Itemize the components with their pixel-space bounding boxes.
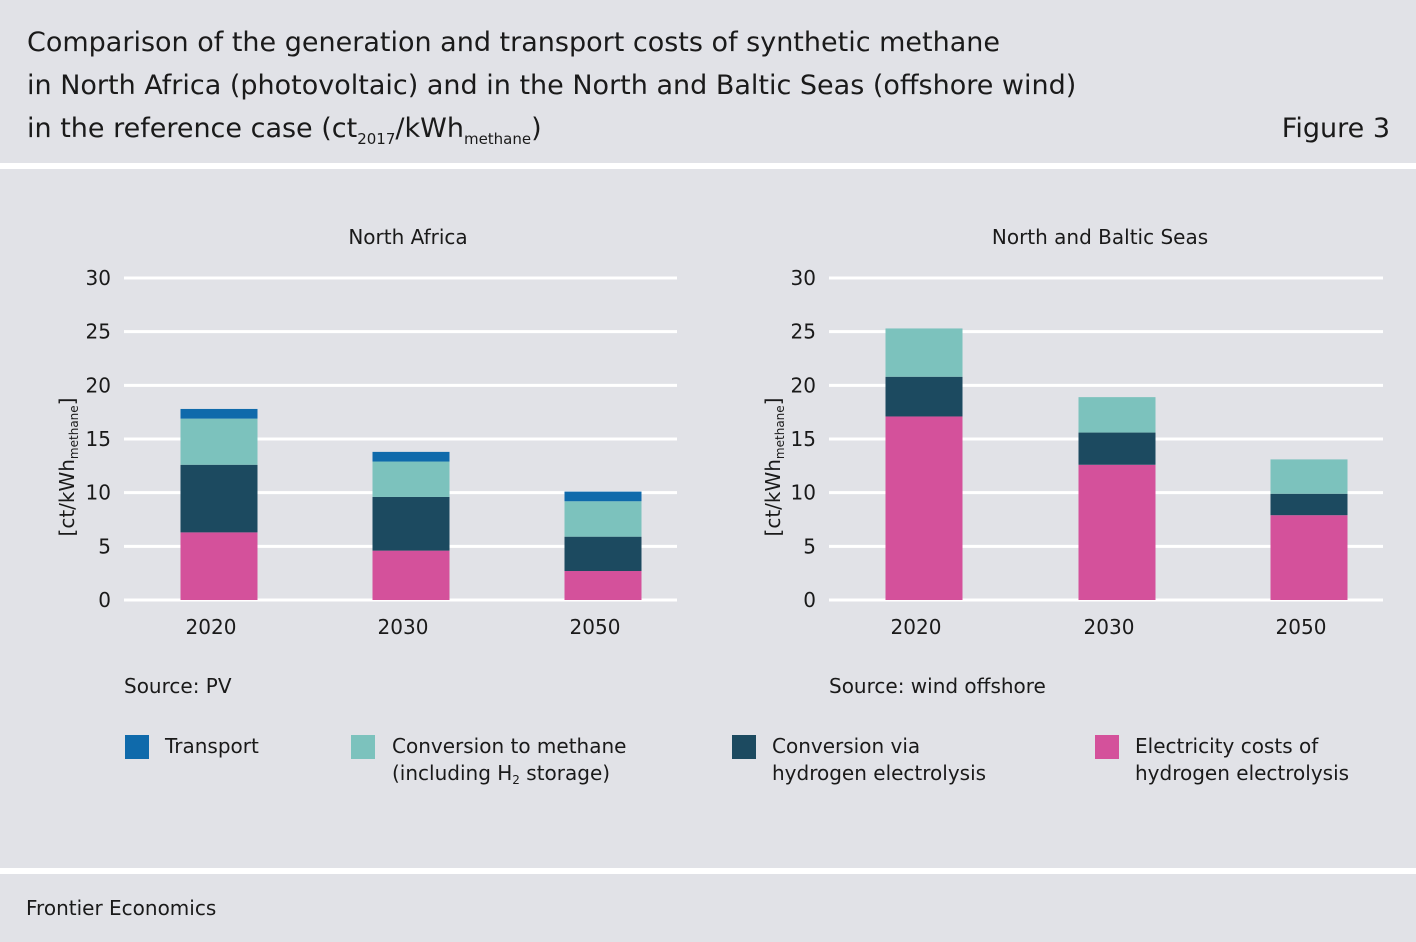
bar-segment-transport [180, 408, 258, 419]
title-line-3-post: ) [531, 113, 542, 144]
legend-line-2-post: storage) [519, 761, 611, 785]
legend-line-1: Conversion via [772, 734, 921, 758]
title-sub-methane: methane [463, 130, 532, 148]
bar-segment-conversion-methane [372, 461, 450, 497]
y-tick-label: 20 [86, 373, 111, 397]
title-line-3: in the reference case (ct2017/kWhmethane… [27, 112, 542, 148]
x-tick-label: 2020 [186, 615, 237, 639]
y-tick-label: 0 [98, 588, 111, 612]
legend-sub-2: 2 [512, 773, 520, 787]
legend-swatch-transport [125, 735, 149, 759]
x-tick-label: 2050 [1276, 615, 1327, 639]
legend-line-1: Conversion to methane [392, 734, 627, 758]
bar-segment-conversion-methane [1078, 397, 1156, 433]
bar-segment-electricity [1078, 464, 1156, 600]
bar-segment-electricity [372, 550, 450, 600]
bar-segment-transport [564, 491, 642, 502]
bar-segment-conversion-hydrogen [1270, 493, 1348, 516]
bar-segment-electricity [885, 416, 963, 600]
y-tick-label: 10 [86, 481, 111, 505]
bar-segment-electricity [180, 532, 258, 600]
x-tick-label: 2030 [378, 615, 429, 639]
y-tick-label: 25 [791, 320, 816, 344]
figure-header: Comparison of the generation and transpo… [0, 0, 1416, 163]
chart-title-north-baltic: North and Baltic Seas [991, 225, 1209, 249]
y-tick-label: 30 [86, 266, 111, 290]
y-tick-label: 5 [98, 534, 111, 558]
footer-divider [0, 868, 1416, 874]
y-tick-label: 30 [791, 266, 816, 290]
y-tick-label: 15 [791, 427, 816, 451]
footer-source: Frontier Economics [26, 896, 217, 920]
bar-segment-conversion-hydrogen [885, 376, 963, 417]
legend-line-2-pre: (including H [392, 761, 513, 785]
legend-label-conversion-methane: Conversion to methane (including H2 stor… [392, 733, 626, 787]
title-line-3-mid: /kWh [395, 113, 464, 144]
legend-line-2: hydrogen electrolysis [772, 761, 987, 785]
bar-segment-conversion-hydrogen [372, 496, 450, 551]
bar-segment-conversion-methane [1270, 459, 1348, 494]
legend-line-2: hydrogen electrolysis [1135, 761, 1350, 785]
bar-segment-conversion-methane [564, 501, 642, 537]
title-line-2: in North Africa (photovoltaic) and in th… [27, 70, 1077, 101]
bar-segment-conversion-hydrogen [564, 536, 642, 572]
y-tick-label: 10 [791, 481, 816, 505]
y-tick-label: 15 [86, 427, 111, 451]
y-tick-label: 5 [803, 534, 816, 558]
x-tick-label: 2050 [570, 615, 621, 639]
legend-label-transport: Transport [165, 734, 259, 758]
bar-segment-conversion-methane [180, 418, 258, 465]
bar-segment-conversion-hydrogen [1078, 432, 1156, 465]
y-tick-label: 25 [86, 320, 111, 344]
legend-swatch-electricity [1095, 735, 1119, 759]
legend-swatch-conversion-hydrogen [732, 735, 756, 759]
source-north-africa: Source: PV [124, 674, 232, 698]
legend-label-electricity: Electricity costs of hydrogen electrolys… [1135, 733, 1349, 787]
source-north-baltic: Source: wind offshore [829, 674, 1046, 698]
bar-segment-conversion-methane [885, 328, 963, 377]
legend-swatch-conversion-methane [351, 735, 375, 759]
header-divider [0, 163, 1416, 169]
chart-title-north-africa: North Africa [348, 225, 468, 249]
figure-label: Figure 3 [1281, 113, 1390, 144]
title-line-3-pre: in the reference case (ct [27, 113, 358, 144]
bar-segment-transport [372, 451, 450, 462]
bar-segment-conversion-hydrogen [180, 464, 258, 533]
bar-segment-electricity [564, 571, 642, 600]
legend-line-1: Electricity costs of [1135, 734, 1319, 758]
bar-segment-electricity [1270, 515, 1348, 600]
legend-label-conversion-hydrogen: Conversion via hydrogen electrolysis [772, 733, 986, 787]
title-sub-year: 2017 [357, 130, 396, 148]
y-tick-label: 0 [803, 588, 816, 612]
legend-line-2: (including H2 storage) [392, 760, 626, 787]
y-tick-label: 20 [791, 373, 816, 397]
title-line-1: Comparison of the generation and transpo… [27, 27, 1001, 58]
x-tick-label: 2020 [891, 615, 942, 639]
x-tick-label: 2030 [1084, 615, 1135, 639]
